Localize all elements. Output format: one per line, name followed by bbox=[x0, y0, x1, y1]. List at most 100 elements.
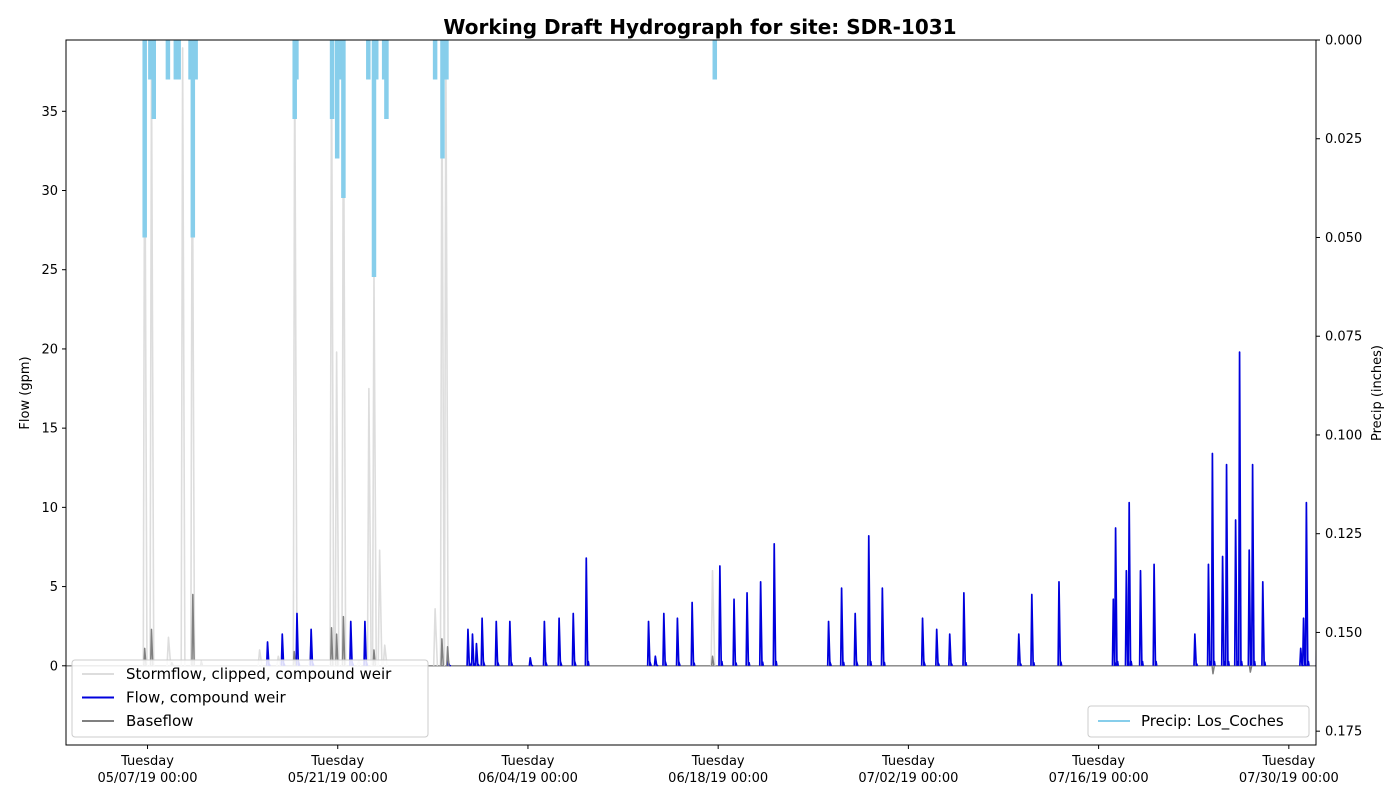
series-2-tail-53 bbox=[1240, 660, 1244, 666]
series-2-tail-40 bbox=[1059, 661, 1063, 666]
series-2-peak-39 bbox=[1030, 593, 1035, 666]
series-3-peak-7 bbox=[329, 627, 334, 666]
series-2-peak-49 bbox=[1210, 452, 1215, 666]
series-2-tail-11 bbox=[482, 661, 486, 666]
series-1-peak-17 bbox=[382, 644, 388, 666]
series-3-peak-14 bbox=[1211, 665, 1216, 675]
plot-data bbox=[66, 40, 1316, 675]
series-2-peak-6 bbox=[363, 620, 368, 666]
series-2-peak-54 bbox=[1247, 549, 1252, 666]
series-2-peak-1 bbox=[265, 641, 270, 666]
y-tick-label-7: 30 bbox=[41, 184, 58, 199]
series-2 bbox=[265, 351, 1316, 667]
series-2-tail-24 bbox=[720, 660, 724, 666]
y2-tick-label-3: 0.050 bbox=[1325, 231, 1362, 246]
legend-precip-box bbox=[1087, 705, 1310, 738]
series-2-peak-42 bbox=[1113, 527, 1118, 666]
series-2-peak-14 bbox=[528, 657, 533, 666]
y-tick-label-4: 15 bbox=[41, 422, 58, 437]
series-2-tail-13 bbox=[510, 661, 514, 666]
series-3-peak-11 bbox=[440, 638, 445, 666]
y-tick-label-6: 25 bbox=[41, 263, 58, 278]
series-1-peak-18 bbox=[432, 607, 439, 666]
axes: 0 5 10 15 20 25 30 35 0.000 0.025 0.050 0.075 0.100 0… bbox=[41, 34, 1362, 787]
series-2-tail-8 bbox=[468, 662, 472, 667]
series-2-tail-38 bbox=[1019, 662, 1023, 667]
y-axis-label: Flow (gpm) bbox=[18, 356, 33, 429]
y-tick-label-5: 20 bbox=[41, 342, 58, 357]
y-tick-label-3: 10 bbox=[41, 501, 58, 516]
series-2-tail-25 bbox=[734, 662, 738, 666]
series-2-tail-27 bbox=[761, 661, 765, 666]
series-1-peak-11 bbox=[334, 351, 340, 666]
x-tick-label-day-6: Tuesday bbox=[1071, 754, 1125, 769]
series-2-peak-56 bbox=[1261, 580, 1265, 666]
series-2-tail-19 bbox=[649, 661, 652, 666]
series-2-peak-33 bbox=[880, 587, 885, 666]
x-tick-label-day-7: Tuesday bbox=[1261, 754, 1315, 769]
series-2-tail-55 bbox=[1253, 660, 1257, 666]
legend-precip-label-1: Precip: Los_Coches bbox=[1141, 712, 1284, 731]
series-2-peak-11 bbox=[480, 617, 485, 666]
series-2-tail-15 bbox=[545, 661, 548, 666]
series-2-peak-51 bbox=[1224, 463, 1229, 666]
series-3-peak-13 bbox=[710, 655, 715, 666]
series-2-tail-29 bbox=[829, 661, 833, 666]
series-2-peak-48 bbox=[1206, 563, 1211, 666]
series-2-tail-17 bbox=[573, 660, 577, 666]
series-2-peak-36 bbox=[948, 633, 952, 666]
series-2-peak-8 bbox=[466, 628, 471, 666]
legend-flow-label-2: Flow, compound weir bbox=[126, 689, 286, 707]
series-2-peak-12 bbox=[494, 620, 499, 666]
series-3-peak-9 bbox=[335, 633, 339, 666]
series-2-peak-29 bbox=[826, 620, 831, 666]
series-2-peak-26 bbox=[745, 592, 750, 666]
x-tick-label-date-5: 07/02/19 00:00 bbox=[858, 771, 958, 786]
series-2-peak-19 bbox=[646, 620, 651, 666]
series-2-peak-53 bbox=[1237, 351, 1242, 666]
series-2-peak-32 bbox=[867, 535, 871, 666]
series-2-tail-56 bbox=[1263, 661, 1267, 666]
series-2-peak-58 bbox=[1301, 617, 1306, 666]
series-2-peak-5 bbox=[349, 620, 353, 666]
series-2-tail-36 bbox=[950, 662, 954, 667]
x-tick-label-day-3: Tuesday bbox=[501, 754, 555, 769]
y2-tick-label-5: 0.100 bbox=[1325, 428, 1362, 443]
series-2-peak-27 bbox=[758, 580, 763, 666]
series-2-peak-2 bbox=[280, 633, 285, 666]
series-2-peak-47 bbox=[1193, 633, 1198, 666]
x-tick-label-date-1: 05/07/19 00:00 bbox=[98, 771, 198, 786]
series-2-peak-31 bbox=[853, 612, 858, 666]
series-2-tail-21 bbox=[664, 660, 668, 666]
series-2-tail-45 bbox=[1141, 660, 1144, 666]
y2-tick-label-1: 0.000 bbox=[1325, 34, 1362, 49]
series-1-peak-21 bbox=[710, 569, 716, 666]
legend-flow-box bbox=[71, 659, 429, 738]
x-tick-label-day-2: Tuesday bbox=[310, 754, 364, 769]
series-2-tail-12 bbox=[496, 661, 500, 666]
series-1-peak-3 bbox=[166, 636, 172, 666]
series-2-peak-30 bbox=[839, 587, 844, 666]
series-2-peak-59 bbox=[1304, 501, 1309, 666]
y-tick-label-1: 0 bbox=[50, 659, 58, 674]
series-3-peak-15 bbox=[1248, 665, 1253, 673]
series-2-peak-15 bbox=[542, 620, 547, 666]
series-2-peak-37 bbox=[962, 592, 967, 666]
chart-title: Working Draft Hydrograph for site: SDR-1… bbox=[443, 15, 956, 39]
plot-area bbox=[66, 40, 1316, 675]
y2-tick-label-7: 0.150 bbox=[1325, 626, 1362, 641]
series-2-tail-42 bbox=[1116, 660, 1120, 666]
series-4 bbox=[142, 40, 718, 277]
series-2-peak-24 bbox=[718, 565, 723, 666]
plot-frame bbox=[65, 39, 1317, 746]
series-2-tail-22 bbox=[678, 661, 681, 666]
legend-flow-label-3: Baseflow bbox=[126, 712, 193, 730]
legend-flow: Stormflow, clipped, compound weir Flow, c… bbox=[71, 659, 429, 738]
series-2-tail-46 bbox=[1154, 660, 1158, 666]
series-2-tail-32 bbox=[869, 660, 873, 666]
series-2-peak-4 bbox=[309, 628, 314, 666]
series-2-tail-30 bbox=[842, 661, 846, 666]
y2-tick-label-8: 0.175 bbox=[1325, 725, 1362, 740]
series-3-peak-12 bbox=[445, 646, 450, 666]
